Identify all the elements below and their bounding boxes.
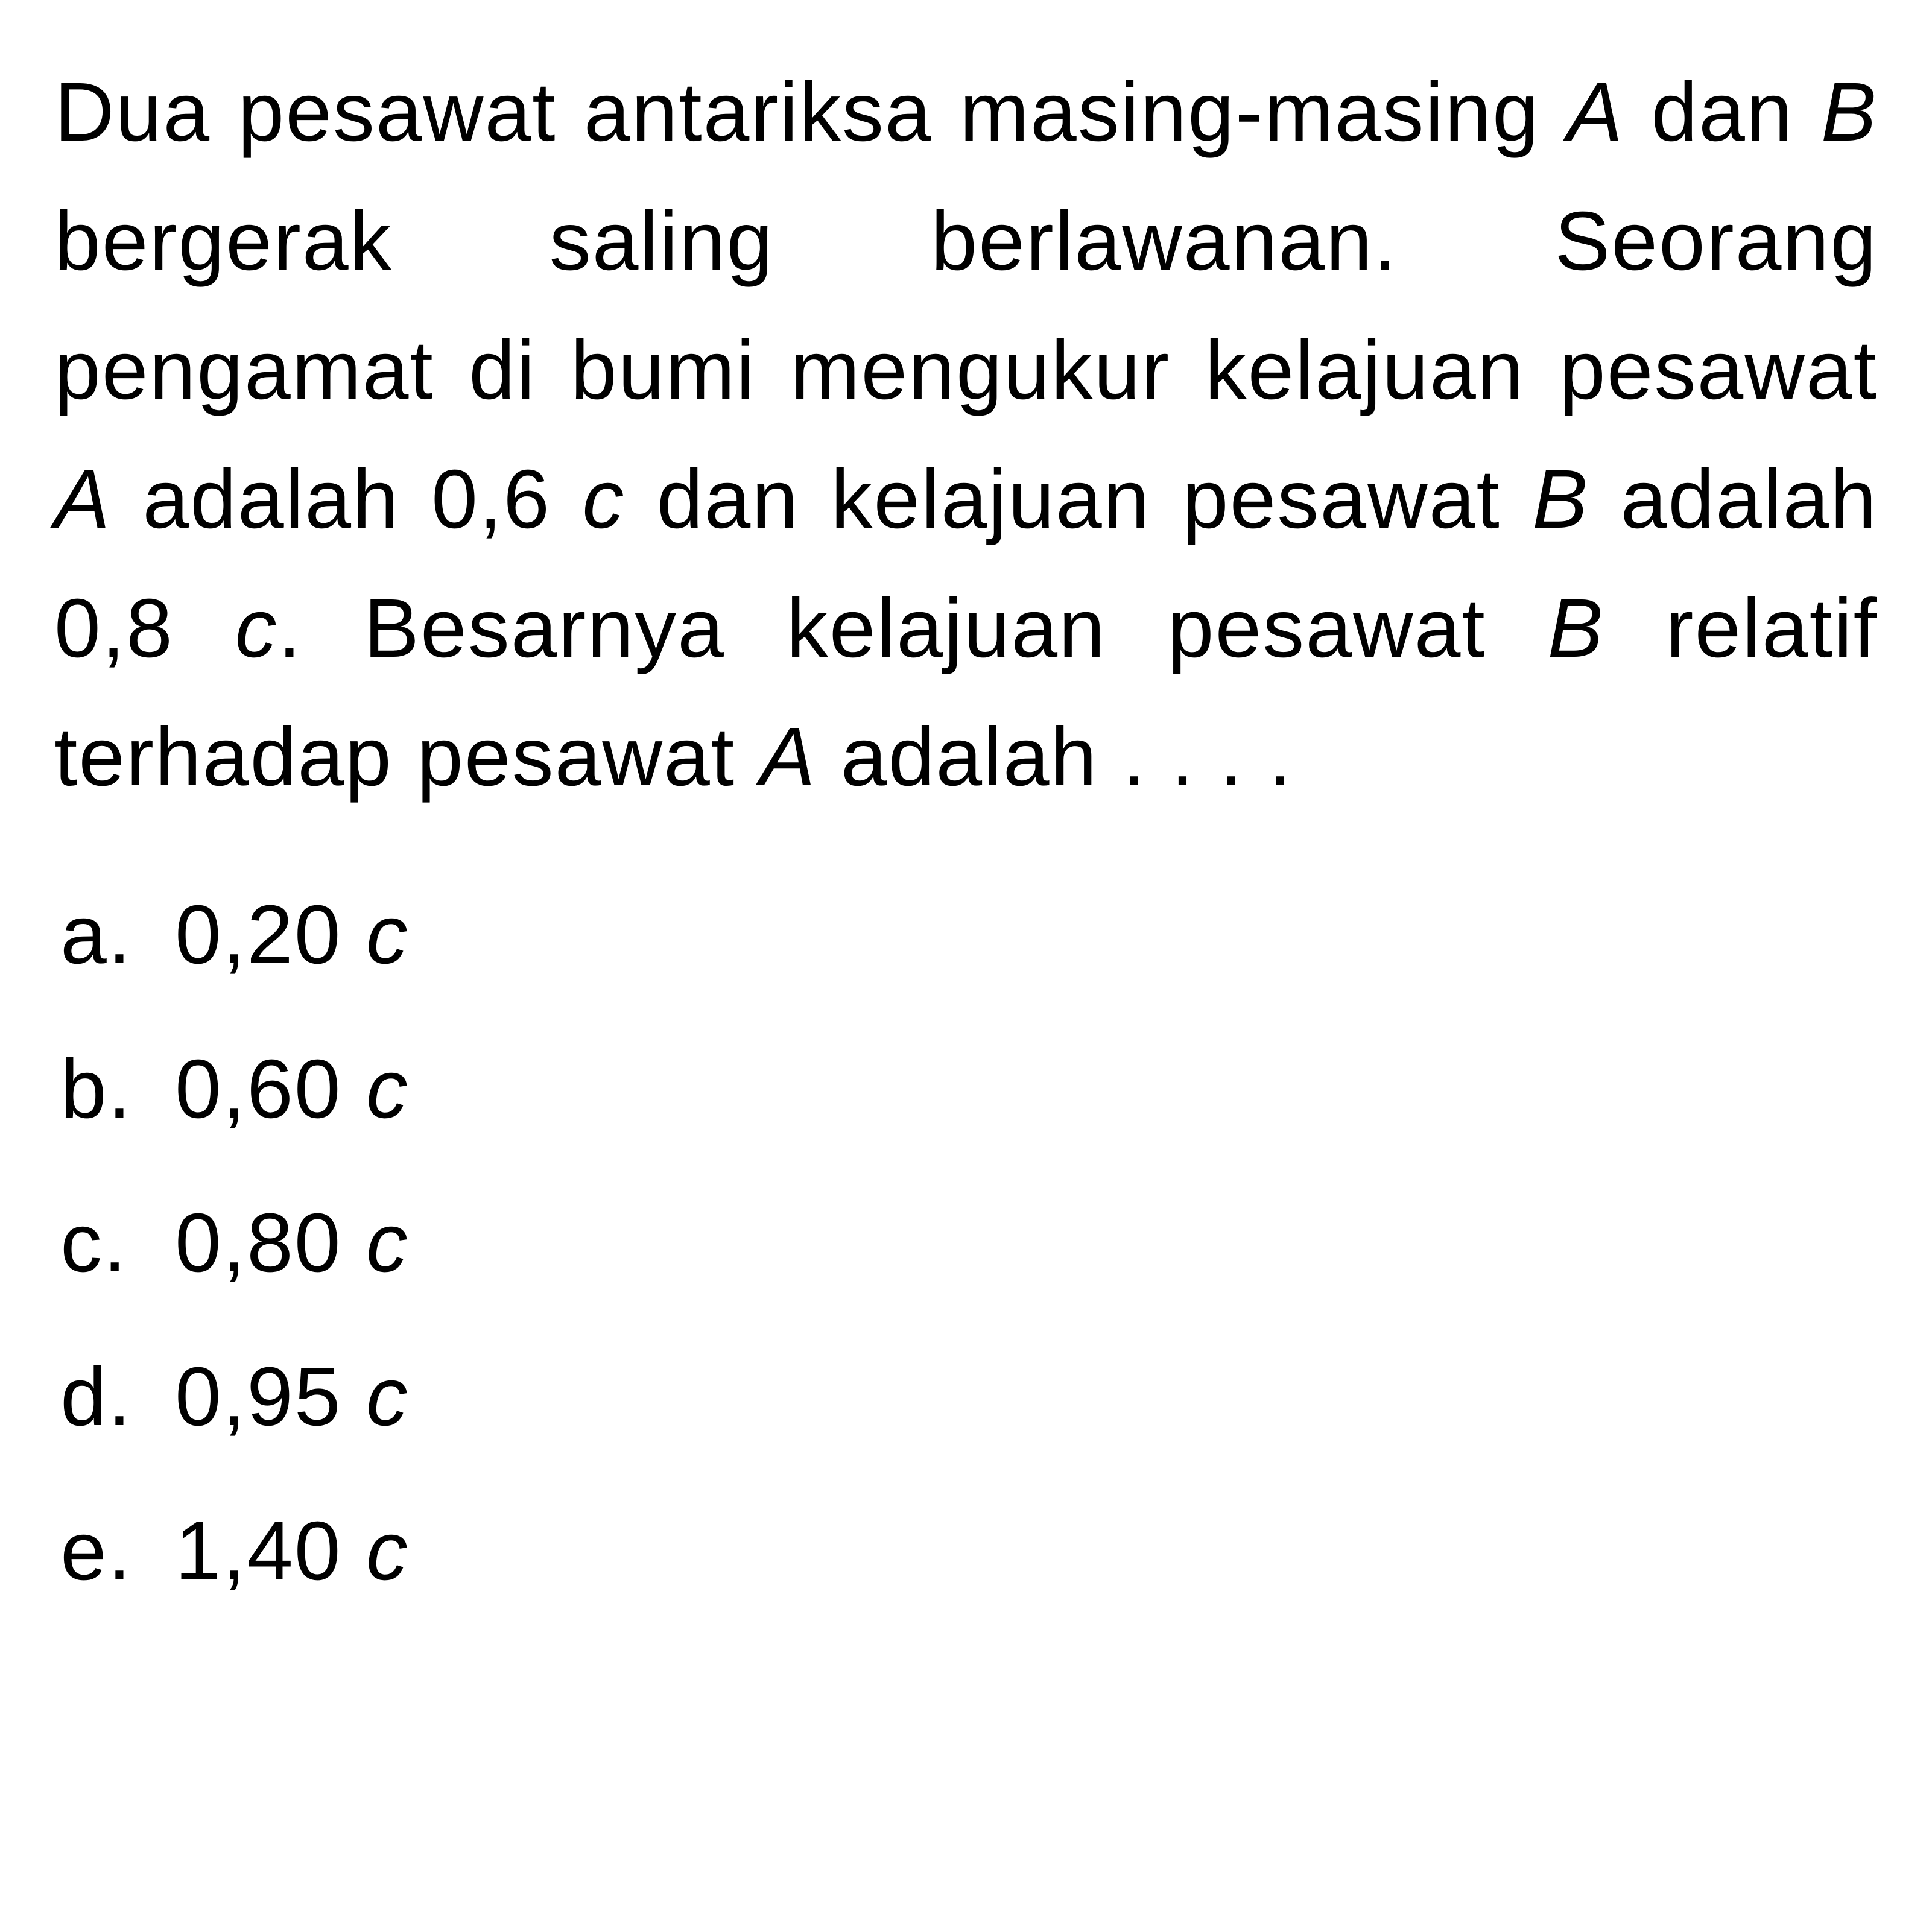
option-c: c. 0,80 c <box>54 1166 1878 1320</box>
option-a: a. 0,20 c <box>54 858 1878 1012</box>
variable-c-2: c <box>235 582 278 675</box>
option-e: e. 1,40 c <box>54 1475 1878 1628</box>
option-value-d: 0,95 c <box>175 1320 1878 1474</box>
variable-A-3: A <box>759 710 816 803</box>
variable-c-1: c <box>582 453 625 546</box>
option-number-c: 0,80 <box>175 1197 366 1289</box>
text-part-4: adalah 0,6 <box>111 453 582 546</box>
option-unit-e: c <box>366 1505 409 1598</box>
variable-A-2: A <box>54 453 111 546</box>
option-unit-d: c <box>366 1350 409 1443</box>
option-label-a: a. <box>54 858 175 1012</box>
option-unit-a: c <box>366 888 409 981</box>
option-b: b. 0,60 c <box>54 1013 1878 1166</box>
variable-B-2: B <box>1532 453 1589 546</box>
option-number-e: 1,40 <box>175 1505 366 1598</box>
variable-A-1: A <box>1567 66 1624 159</box>
text-part-3: bergerak saling berlawanan. Seorang peng… <box>54 195 1878 417</box>
option-label-b: b. <box>54 1013 175 1166</box>
variable-B-1: B <box>1821 66 1878 159</box>
options-list: a. 0,20 c b. 0,60 c c. 0,80 c d. 0,95 c … <box>54 858 1878 1628</box>
option-label-c: c. <box>54 1166 175 1320</box>
option-label-e: e. <box>54 1475 175 1628</box>
variable-B-3: B <box>1548 582 1604 675</box>
option-unit-c: c <box>366 1197 409 1289</box>
option-value-c: 0,80 c <box>175 1166 1878 1320</box>
text-part-9: adalah . . . . <box>817 710 1293 803</box>
option-unit-b: c <box>366 1043 409 1136</box>
text-part-1: Dua pesawat antariksa masing-masing <box>54 66 1567 159</box>
option-value-b: 0,60 c <box>175 1013 1878 1166</box>
option-value-e: 1,40 c <box>175 1475 1878 1628</box>
option-value-a: 0,20 c <box>175 858 1878 1012</box>
option-number-d: 0,95 <box>175 1350 366 1443</box>
question-text: Dua pesawat antariksa masing-masing A da… <box>54 48 1878 822</box>
option-number-b: 0,60 <box>175 1043 366 1136</box>
option-label-d: d. <box>54 1320 175 1474</box>
text-part-7: . Besarnya kelajuan pesawat <box>278 582 1548 675</box>
text-part-5: dan kelajuan pesawat <box>625 453 1532 546</box>
option-number-a: 0,20 <box>175 888 366 981</box>
option-d: d. 0,95 c <box>54 1320 1878 1474</box>
text-part-2: dan <box>1624 66 1821 159</box>
